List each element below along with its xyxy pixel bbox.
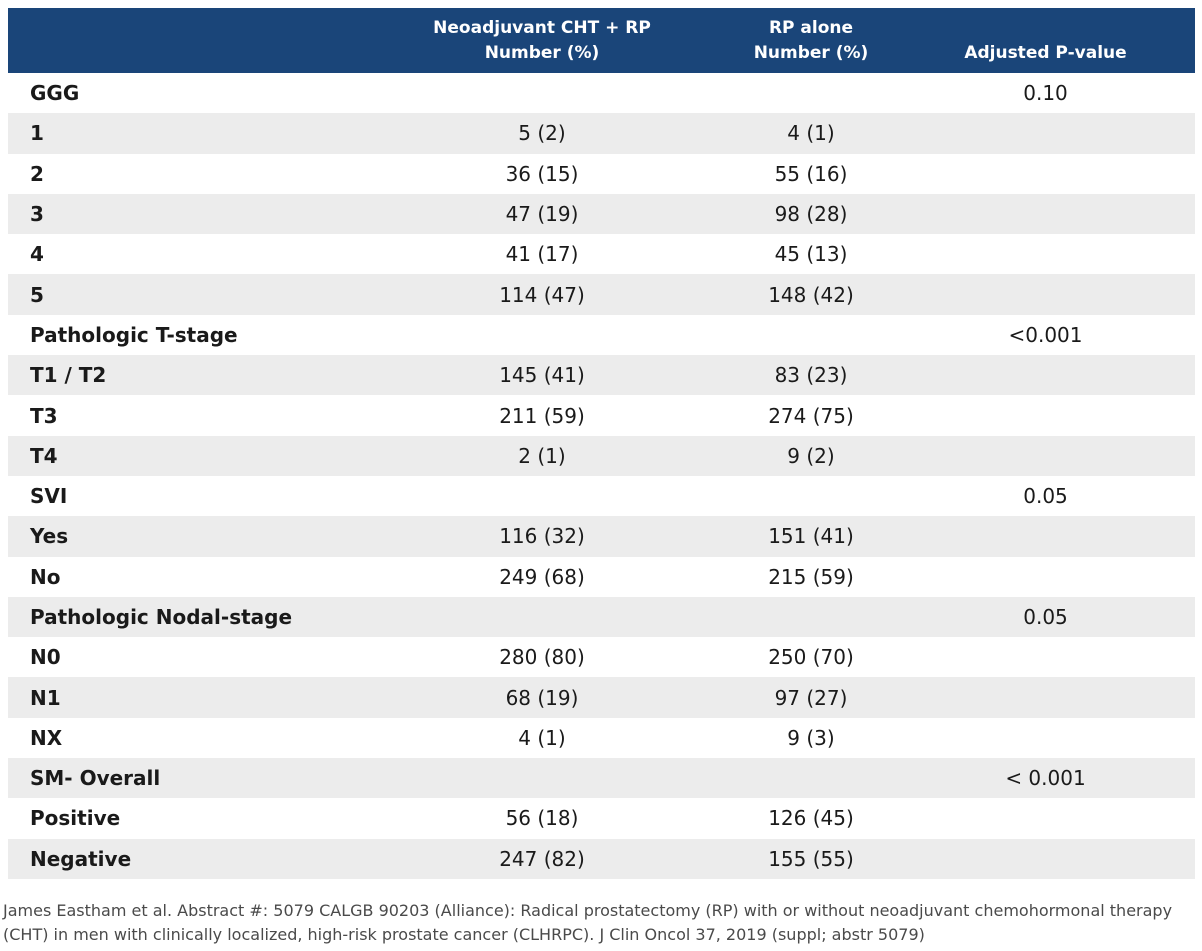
row-label: N0 bbox=[30, 645, 61, 670]
row-label: 3 bbox=[30, 202, 44, 227]
rp-alone-value: 9 (3) bbox=[787, 725, 835, 750]
rp-alone-value: 151 (41) bbox=[768, 524, 854, 549]
row-label: Yes bbox=[30, 524, 69, 549]
header-neoadjuvant-title: Neoadjuvant CHT + RP bbox=[433, 17, 651, 38]
table-row: 5 114 (47) 148 (42) bbox=[8, 274, 1195, 315]
table-row: N0 280 (80) 250 (70) bbox=[8, 637, 1195, 678]
row-label: T1 / T2 bbox=[30, 363, 107, 388]
neoadjuvant-value: 68 (19) bbox=[505, 685, 579, 710]
table-row: 3 47 (19) 98 (28) bbox=[8, 193, 1195, 235]
p-value: < 0.001 bbox=[1005, 766, 1086, 791]
row-label: 5 bbox=[30, 282, 44, 307]
header-rp-alone-title: RP alone bbox=[768, 17, 854, 38]
table-row: SM- Overall < 0.001 bbox=[8, 758, 1195, 799]
rp-alone-value: 97 (27) bbox=[774, 685, 848, 710]
results-table: Neoadjuvant CHT + RP Number (%) RP alone… bbox=[8, 8, 1195, 879]
rp-alone-value: 83 (23) bbox=[774, 363, 848, 388]
neoadjuvant-value: 4 (1) bbox=[518, 725, 566, 750]
row-label: NX bbox=[30, 725, 63, 750]
table-row: Negative 247 (82) 155 (55) bbox=[8, 838, 1195, 879]
row-label: No bbox=[30, 564, 61, 589]
row-label: Pathologic Nodal-stage bbox=[30, 605, 293, 629]
table-row: No 249 (68) 215 (59) bbox=[8, 556, 1195, 597]
p-value: 0.05 bbox=[1023, 605, 1068, 629]
table-header: Neoadjuvant CHT + RP Number (%) RP alone… bbox=[8, 8, 1195, 73]
neoadjuvant-value: 2 (1) bbox=[518, 443, 566, 468]
row-label: SVI bbox=[30, 484, 68, 509]
rp-alone-value: 45 (13) bbox=[774, 242, 848, 267]
header-neoadjuvant-column: Neoadjuvant CHT + RP Number (%) bbox=[358, 16, 726, 66]
rp-alone-value: 274 (75) bbox=[768, 403, 854, 428]
table-row: T3 211 (59) 274 (75) bbox=[8, 395, 1195, 436]
row-label: 1 bbox=[30, 121, 44, 146]
table-row: GGG 0.10 bbox=[8, 73, 1195, 114]
row-label: N1 bbox=[30, 685, 61, 710]
p-value: 0.05 bbox=[1023, 484, 1068, 509]
rp-alone-value: 98 (28) bbox=[774, 202, 848, 227]
neoadjuvant-value: 56 (18) bbox=[505, 806, 579, 831]
table-row: N1 68 (19) 97 (27) bbox=[8, 677, 1195, 718]
row-label: T3 bbox=[30, 403, 58, 428]
table-row: SVI 0.05 bbox=[8, 475, 1195, 517]
neoadjuvant-value: 247 (82) bbox=[499, 846, 585, 871]
row-label: T4 bbox=[30, 443, 58, 468]
neoadjuvant-value: 211 (59) bbox=[499, 403, 585, 428]
table-row: T4 2 (1) 9 (2) bbox=[8, 435, 1195, 476]
header-rp-alone-column: RP alone Number (%) bbox=[726, 16, 896, 66]
header-neoadjuvant-unit: Number (%) bbox=[484, 42, 600, 63]
table-row: Pathologic Nodal-stage 0.05 bbox=[8, 596, 1195, 638]
p-value: 0.10 bbox=[1023, 81, 1068, 106]
rp-alone-value: 215 (59) bbox=[768, 564, 854, 589]
rp-alone-value: 148 (42) bbox=[768, 282, 854, 307]
row-label: 2 bbox=[30, 161, 44, 186]
table-row: NX 4 (1) 9 (3) bbox=[8, 717, 1195, 759]
rp-alone-value: 155 (55) bbox=[768, 846, 854, 871]
neoadjuvant-value: 47 (19) bbox=[505, 202, 579, 227]
row-label: GGG bbox=[30, 81, 80, 106]
citation-footnote: James Eastham et al. Abstract #: 5079 CA… bbox=[3, 901, 1173, 944]
row-label: 4 bbox=[30, 242, 44, 267]
neoadjuvant-value: 36 (15) bbox=[505, 161, 579, 186]
header-rp-alone-unit: Number (%) bbox=[753, 42, 869, 63]
neoadjuvant-value: 114 (47) bbox=[499, 282, 585, 307]
row-label: Negative bbox=[30, 846, 132, 871]
neoadjuvant-value: 41 (17) bbox=[505, 242, 579, 267]
neoadjuvant-value: 145 (41) bbox=[499, 363, 585, 388]
table-row: 2 36 (15) 55 (16) bbox=[8, 153, 1195, 194]
table-row: Pathologic T-stage <0.001 bbox=[8, 314, 1195, 356]
rp-alone-value: 4 (1) bbox=[787, 121, 835, 146]
table-row: Yes 116 (32) 151 (41) bbox=[8, 516, 1195, 557]
neoadjuvant-value: 249 (68) bbox=[499, 564, 585, 589]
neoadjuvant-value: 116 (32) bbox=[499, 524, 585, 549]
table-body: GGG 0.10 1 5 (2) 4 (1) 2 36 (15) 55 (16) 3 47 (19… bbox=[8, 73, 1195, 879]
header-p-value: Adjusted P-value bbox=[964, 42, 1127, 63]
table-row: T1 / T2 145 (41) 83 (23) bbox=[8, 355, 1195, 396]
neoadjuvant-value: 280 (80) bbox=[499, 645, 585, 670]
neoadjuvant-value: 5 (2) bbox=[518, 121, 566, 146]
row-label: SM- Overall bbox=[30, 766, 161, 791]
table-row: 4 41 (17) 45 (13) bbox=[8, 234, 1195, 275]
rp-alone-value: 250 (70) bbox=[768, 645, 854, 670]
rp-alone-value: 126 (45) bbox=[768, 806, 854, 831]
table-row: Positive 56 (18) 126 (45) bbox=[8, 798, 1195, 839]
rp-alone-value: 9 (2) bbox=[787, 443, 835, 468]
row-label: Pathologic T-stage bbox=[30, 322, 238, 347]
p-value: <0.001 bbox=[1008, 322, 1083, 347]
table-row: 1 5 (2) 4 (1) bbox=[8, 113, 1195, 154]
rp-alone-value: 55 (16) bbox=[774, 161, 848, 186]
row-label: Positive bbox=[30, 806, 121, 831]
